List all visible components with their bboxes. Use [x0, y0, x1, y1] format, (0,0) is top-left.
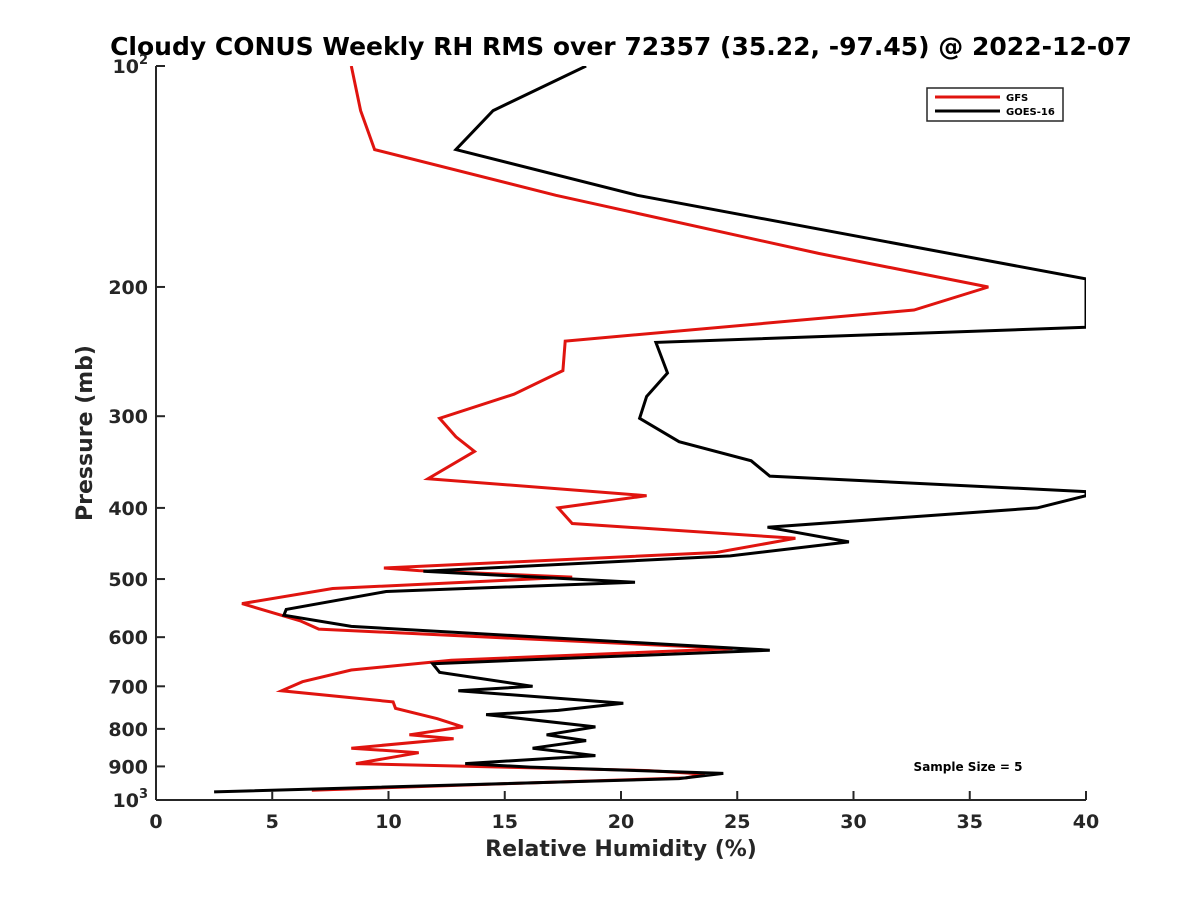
x-tick-label: 25 [724, 811, 750, 833]
y-tick-label: 300 [108, 406, 148, 428]
x-tick-label: 40 [1073, 811, 1099, 833]
legend-label-gfs: GFS [1006, 93, 1028, 104]
x-tick-label: 5 [266, 811, 279, 833]
plot-area: 0 5 10 15 20 25 30 35 40 102 200 300 400 500 600 700 800… [108, 53, 1099, 833]
legend-label-goes-16: GOES-16 [1006, 107, 1055, 118]
y-axis-label: Pressure (mb) [73, 345, 98, 521]
x-tick-label: 35 [957, 811, 983, 833]
series-line-goes-16 [214, 66, 1086, 794]
y-tick-label: 103 [113, 787, 149, 812]
x-tick-label: 30 [840, 811, 866, 833]
y-tick-label: 800 [108, 719, 148, 741]
x-tick-label: 20 [608, 811, 634, 833]
legend-box [926, 87, 1064, 122]
series-line-gfs [241, 66, 989, 792]
y-tick-label: 102 [113, 53, 149, 78]
x-tick-label: 15 [492, 811, 518, 833]
x-tick-label: 10 [375, 811, 401, 833]
y-tick-label: 900 [108, 756, 148, 778]
y-tick-label: 600 [108, 627, 148, 649]
sample-size-note: Sample Size = 5 [914, 760, 1023, 774]
y-tick-label: 200 [108, 277, 148, 299]
x-tick-label: 0 [149, 811, 162, 833]
legend: GFS GOES-16 [926, 87, 1064, 122]
y-tick-label: 700 [108, 676, 148, 698]
chart-title: Cloudy CONUS Weekly RH RMS over 72357 (3… [110, 32, 1132, 61]
y-tick-label: 500 [108, 569, 148, 591]
y-tick-label: 400 [108, 498, 148, 520]
x-axis-label: Relative Humidity (%) [485, 837, 757, 862]
